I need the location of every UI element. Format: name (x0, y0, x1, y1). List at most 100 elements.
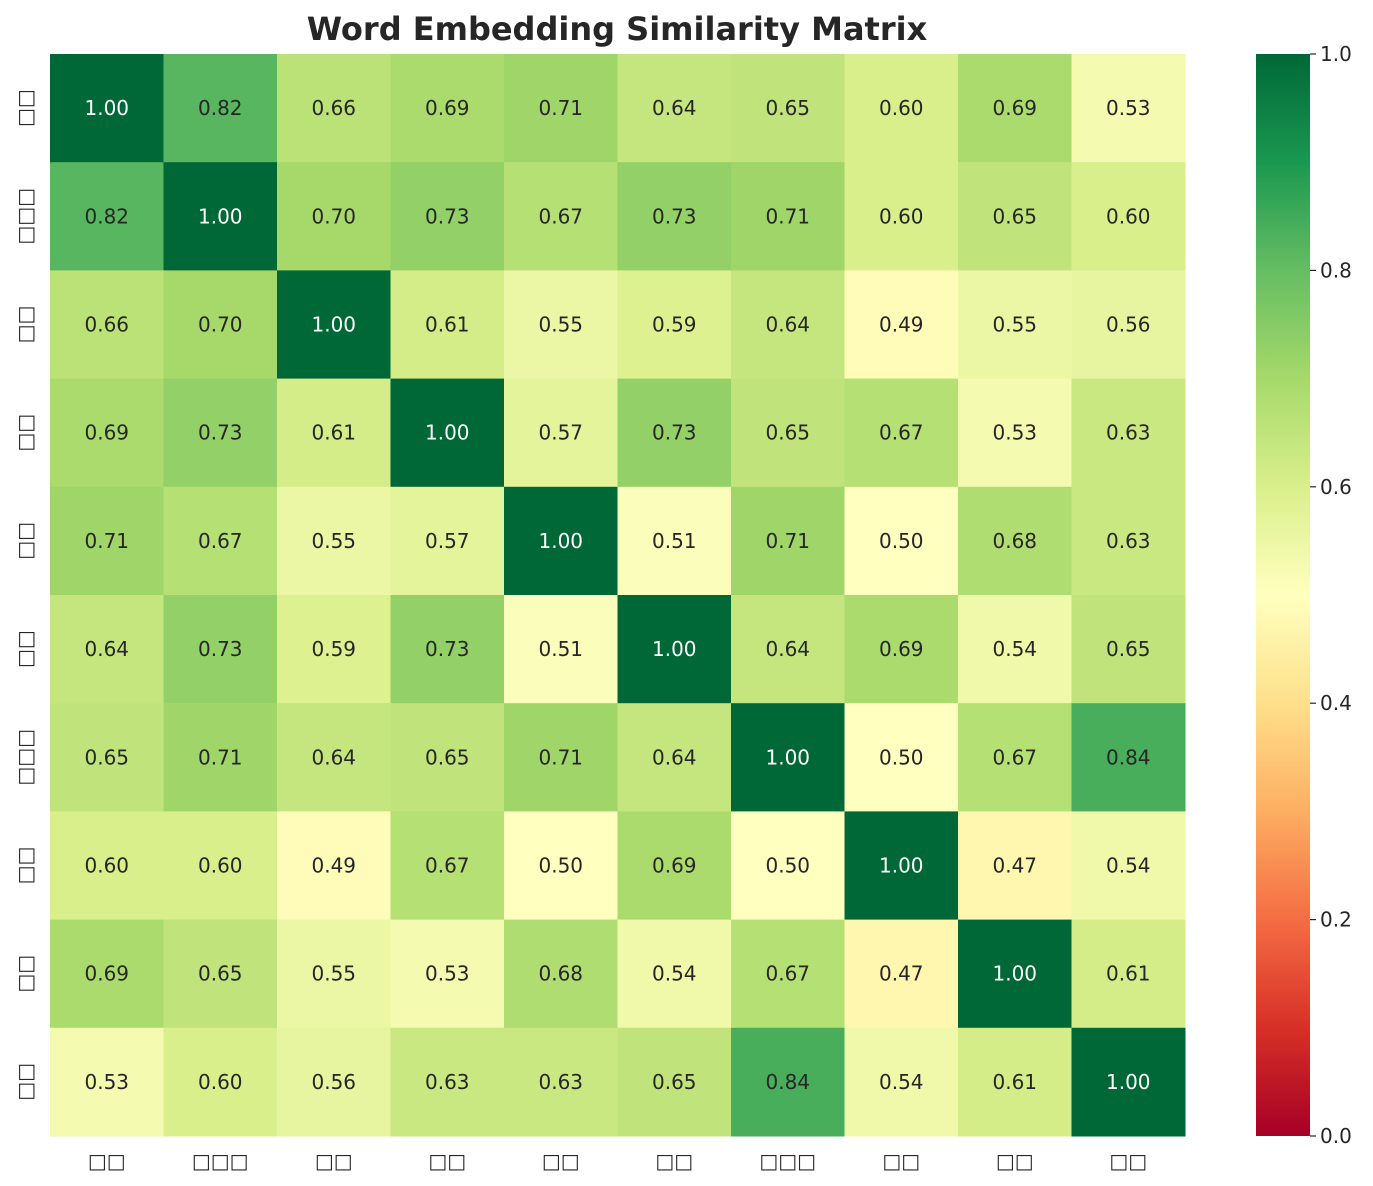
cell-value-label: 0.60 (879, 96, 924, 120)
cell-value-label: 0.47 (992, 854, 1037, 878)
heatmap-cell (958, 811, 1072, 921)
heatmap-cell (277, 486, 391, 596)
heatmap-cell (1071, 811, 1186, 921)
heatmap-cell (50, 703, 164, 812)
heatmap-cell (958, 595, 1072, 704)
heatmap-cell (277, 270, 391, 380)
cell-value-label: 0.73 (198, 421, 243, 445)
heatmap-cell (617, 486, 732, 596)
heatmap-cell (390, 486, 505, 596)
heatmap-cell (844, 378, 959, 488)
cell-value-label: 0.65 (652, 1070, 697, 1094)
colorbar (1256, 54, 1310, 1136)
cell-value-label: 0.49 (311, 854, 356, 878)
heatmap-cell (844, 54, 959, 163)
heatmap-cell (50, 162, 164, 271)
cell-value-label: 0.64 (765, 313, 810, 337)
cell-value-label: 0.65 (992, 204, 1037, 228)
heatmap-cell (844, 811, 959, 921)
cell-value-label: 0.69 (879, 637, 924, 661)
cell-value-label: 0.65 (765, 421, 810, 445)
cell-value-label: 0.53 (1106, 96, 1151, 120)
cell-value-label: 0.73 (425, 637, 470, 661)
heatmap-cell (277, 703, 391, 812)
cell-value-label: 0.71 (765, 204, 810, 228)
cell-value-label: 0.59 (311, 637, 356, 661)
cell-value-label: 0.67 (198, 529, 243, 553)
heatmap-cell (731, 919, 845, 1029)
cell-value-label: 0.67 (992, 745, 1037, 769)
heatmap-cell (390, 378, 505, 488)
cell-value-label: 0.69 (992, 96, 1037, 120)
cell-value-label: 0.50 (879, 745, 924, 769)
cell-value-label: 1.00 (84, 96, 129, 120)
heatmap-cell (617, 54, 732, 163)
heatmap-cell (390, 1027, 505, 1137)
heatmap-cell (844, 919, 959, 1029)
heatmap-cell (731, 270, 845, 380)
cell-value-label: 0.59 (652, 313, 697, 337)
cell-value-label: 0.60 (1106, 204, 1151, 228)
heatmap-cell (617, 811, 732, 921)
heatmap-cell (1071, 54, 1186, 163)
cell-value-label: 1.00 (311, 313, 356, 337)
y-tick-label: □□□ (13, 188, 37, 245)
heatmap-cell (163, 811, 278, 921)
y-tick-labels: □□□□□□□□□□□□□□□□□□□□□□ (13, 89, 37, 1101)
cell-value-label: 0.67 (538, 204, 583, 228)
cell-value-label: 0.53 (425, 962, 470, 986)
cell-value-label: 0.64 (652, 96, 697, 120)
cell-value-label: 0.54 (879, 1070, 924, 1094)
cell-value-label: 0.64 (652, 745, 697, 769)
cell-value-label: 0.66 (84, 313, 129, 337)
cell-value-label: 0.70 (311, 204, 356, 228)
cell-value-label: 0.82 (84, 204, 129, 228)
y-tick-label: □□ (13, 955, 37, 993)
cell-value-label: 0.61 (425, 313, 470, 337)
cell-value-label: 0.70 (198, 313, 243, 337)
cell-value-label: 0.60 (198, 854, 243, 878)
heatmap-cell (731, 486, 845, 596)
cell-value-label: 0.54 (992, 637, 1037, 661)
cell-value-label: 1.00 (879, 854, 924, 878)
heatmap-cell (731, 162, 845, 271)
heatmap-cell (617, 162, 732, 271)
heatmap-cell (617, 703, 732, 812)
colorbar-tick-label: 0.8 (1320, 258, 1352, 282)
cell-value-label: 0.61 (311, 421, 356, 445)
y-tick-label: □□ (13, 89, 37, 127)
heatmap-cell (163, 1027, 278, 1137)
heatmap-cell (617, 595, 732, 704)
heatmap-cell (277, 919, 391, 1029)
heatmap-cell (731, 1027, 845, 1137)
cell-value-label: 0.64 (311, 745, 356, 769)
cell-value-label: 0.84 (1106, 745, 1151, 769)
heatmap-cell (504, 703, 618, 812)
heatmap-cell (1071, 1027, 1186, 1137)
cell-value-label: 0.65 (84, 745, 129, 769)
cell-value-label: 0.65 (1106, 637, 1151, 661)
heatmap-cell (504, 595, 618, 704)
x-tick-label: □□ (1109, 1149, 1147, 1173)
x-tick-label: □□ (542, 1149, 580, 1173)
heatmap-cell (844, 703, 959, 812)
heatmap-cell (504, 162, 618, 271)
cell-value-label: 0.71 (765, 529, 810, 553)
cell-value-label: 0.54 (1106, 854, 1151, 878)
heatmap-cell (844, 595, 959, 704)
heatmap-cell (50, 378, 164, 488)
cell-value-label: 0.55 (311, 962, 356, 986)
cell-value-label: 0.73 (425, 204, 470, 228)
cell-value-label: 0.56 (311, 1070, 356, 1094)
y-tick-label: □□ (13, 306, 37, 344)
heatmap-cell (163, 162, 278, 271)
heatmap-cell (731, 595, 845, 704)
heatmap-cell (50, 595, 164, 704)
heatmap-cell (844, 1027, 959, 1137)
cell-value-label: 0.73 (652, 421, 697, 445)
cell-value-label: 0.65 (198, 962, 243, 986)
heatmap-cell (50, 270, 164, 380)
y-tick-label: □□ (13, 630, 37, 668)
heatmap-cell (958, 270, 1072, 380)
y-tick-label: □□ (13, 414, 37, 452)
